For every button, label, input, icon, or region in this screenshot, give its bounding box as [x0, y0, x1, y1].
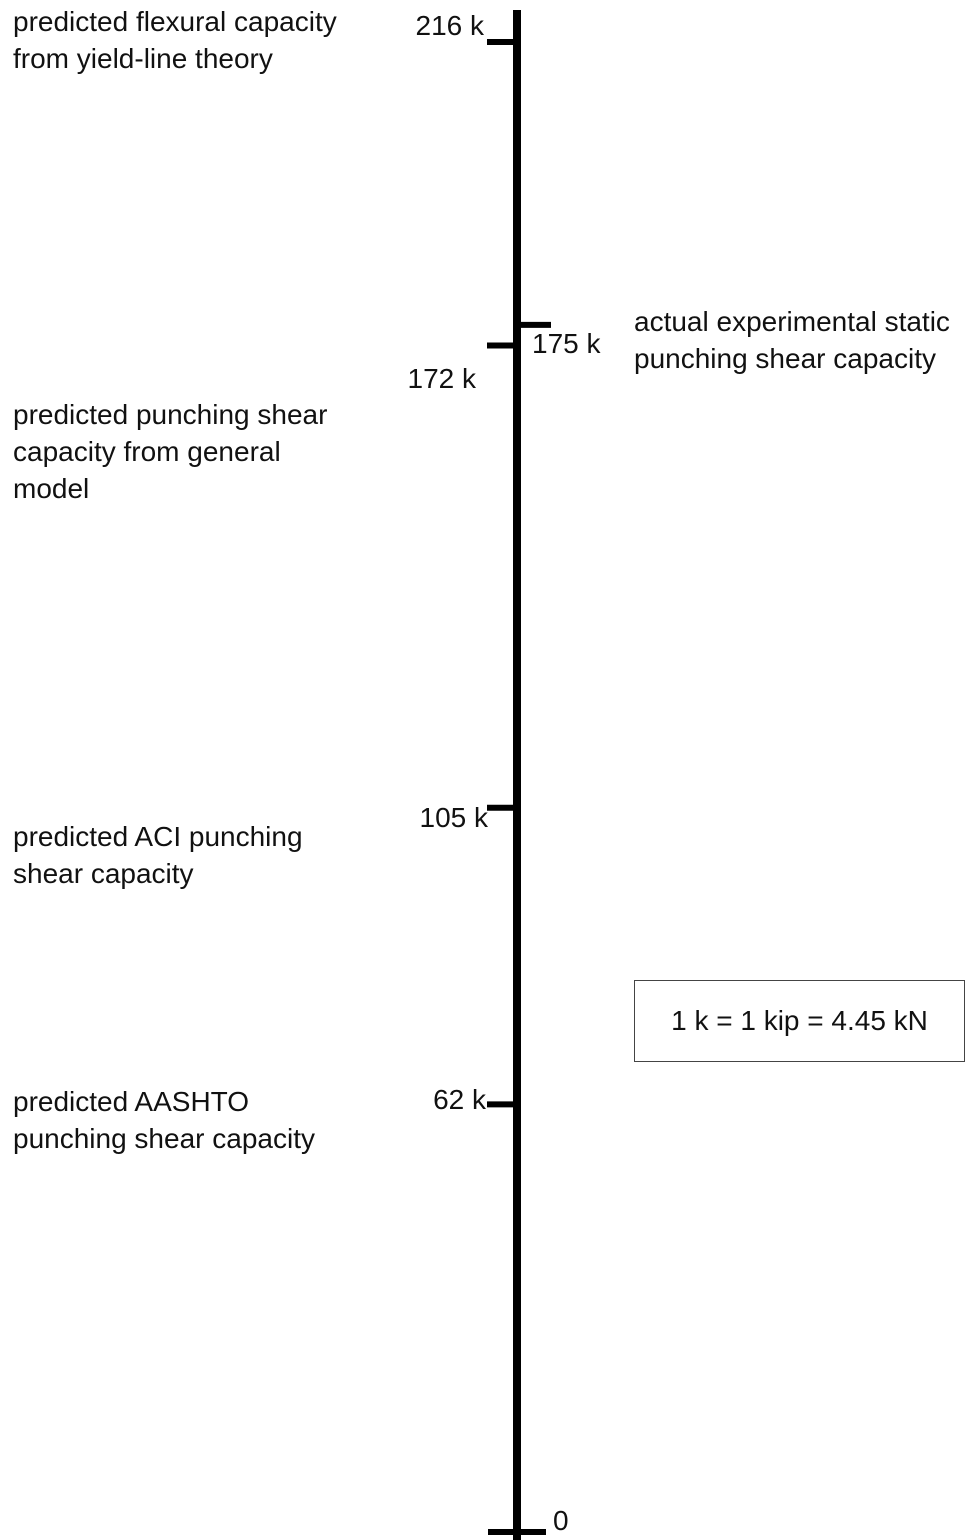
capacity-description-105: predicted ACI punching shear capacity: [13, 821, 303, 889]
tick-label-216: 216 k: [415, 10, 485, 41]
tick-label-105: 105 k: [419, 802, 489, 833]
capacity-description-216: predicted flexural capacity from yield-l…: [13, 6, 337, 74]
capacity-description-62: predicted AASHTO punching shear capacity: [13, 1086, 315, 1154]
capacity-description-172: predicted punching shear capacity from g…: [13, 399, 328, 504]
unit-conversion-text: 1 k = 1 kip = 4.45 kN: [671, 1005, 928, 1036]
tick-marks: [487, 39, 551, 1108]
zero-tick-label: 0: [553, 1505, 569, 1536]
unit-conversion-box: 1 k = 1 kip = 4.45 kN: [634, 980, 965, 1062]
capacity-description-175: actual experimental static punching shea…: [634, 306, 950, 374]
tick-label-175: 175 k: [532, 328, 601, 359]
tick-label-62: 62 k: [433, 1084, 486, 1115]
tick-label-172: 172 k: [407, 363, 477, 394]
